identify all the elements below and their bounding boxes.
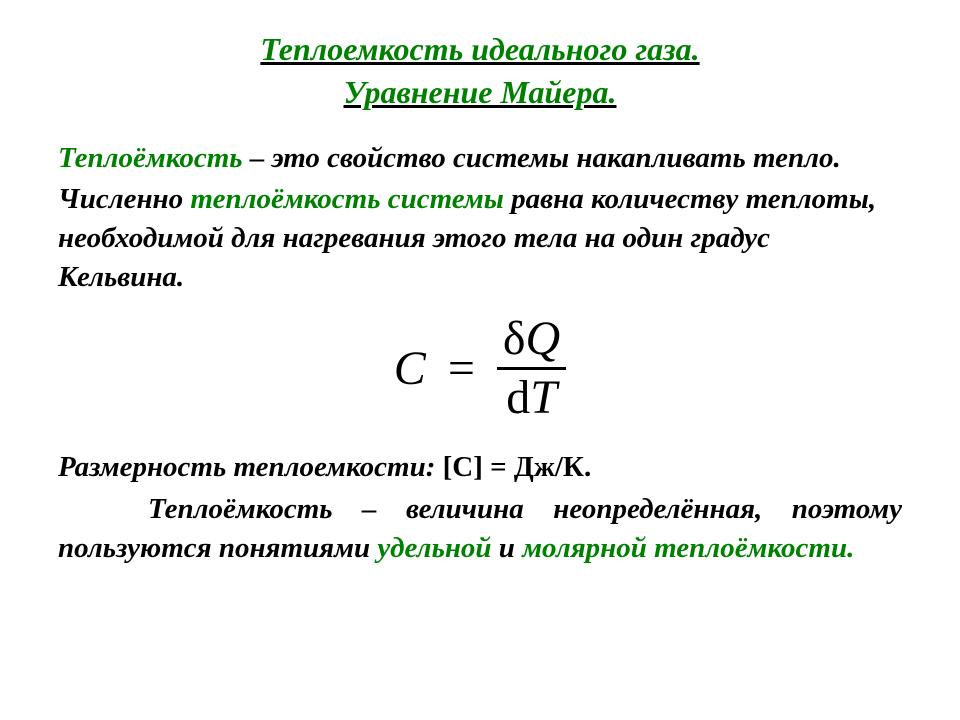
formula-den-var: T [530, 371, 557, 424]
dimension-value: [C] = Дж/К. [443, 451, 592, 483]
dimension-label: Размерность теплоемкости: [58, 451, 443, 483]
numeric-def-term: теплоёмкость системы [190, 183, 504, 215]
numeric-definition: Численно теплоёмкость системы равна коли… [58, 180, 902, 297]
paragraph-mid: и [492, 532, 523, 564]
slide-container: Теплоемкость идеального газа. Уравнение … [0, 0, 960, 596]
closing-paragraph: Теплоёмкость – величина неопределённая, … [58, 490, 902, 568]
definition-rest: – это свойство системы накапливать тепло… [243, 142, 841, 174]
title-line-2: Уравнение Майера. [343, 74, 616, 110]
definition-term: Теплоёмкость [58, 142, 243, 174]
title-line-1: Теплоемкость идеального газа. [260, 31, 699, 67]
formula-eq: = [446, 345, 485, 393]
formula-denominator: dT [497, 370, 566, 422]
formula: C = δQ dT [58, 315, 902, 422]
numeric-def-pre: Численно [58, 183, 190, 215]
paragraph-green-1: удельной [377, 532, 491, 564]
formula-fraction: δQ dT [497, 315, 566, 422]
formula-num-var: Q [526, 312, 561, 365]
definition: Теплоёмкость – это свойство системы нака… [58, 140, 902, 178]
slide-title: Теплоемкость идеального газа. Уравнение … [58, 28, 902, 114]
formula-lhs: C [394, 345, 434, 393]
formula-numerator: δQ [497, 315, 566, 370]
formula-den-d: d [506, 371, 530, 424]
dimension-line: Размерность теплоемкости: [C] = Дж/К. [58, 448, 902, 487]
formula-num-delta: δ [503, 312, 526, 365]
paragraph-green-2: молярной теплоёмкости. [522, 532, 854, 564]
